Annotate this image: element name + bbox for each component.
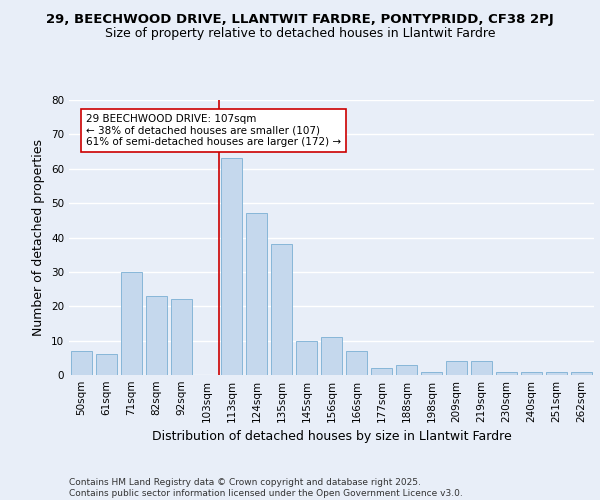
Bar (321, 337, 342, 375)
Text: 29, BEECHWOOD DRIVE, LLANTWIT FARDRE, PONTYPRIDD, CF38 2PJ: 29, BEECHWOOD DRIVE, LLANTWIT FARDRE, PO… (46, 12, 554, 26)
Bar (521, 372, 542, 375)
Text: 29 BEECHWOOD DRIVE: 107sqm
← 38% of detached houses are smaller (107)
61% of sem: 29 BEECHWOOD DRIVE: 107sqm ← 38% of deta… (86, 114, 341, 147)
Bar (146, 296, 167, 375)
Bar (246, 214, 267, 375)
Bar (221, 158, 242, 375)
Bar (471, 361, 492, 375)
Bar (446, 361, 467, 375)
Bar (296, 340, 317, 375)
Bar (121, 272, 142, 375)
Text: Contains HM Land Registry data © Crown copyright and database right 2025.
Contai: Contains HM Land Registry data © Crown c… (69, 478, 463, 498)
Bar (396, 364, 417, 375)
X-axis label: Distribution of detached houses by size in Llantwit Fardre: Distribution of detached houses by size … (152, 430, 511, 444)
Text: Size of property relative to detached houses in Llantwit Fardre: Size of property relative to detached ho… (105, 28, 495, 40)
Bar (546, 372, 567, 375)
Bar (421, 372, 442, 375)
Bar (71, 351, 92, 375)
Bar (171, 300, 192, 375)
Bar (371, 368, 392, 375)
Bar (571, 372, 592, 375)
Bar (496, 372, 517, 375)
Bar (96, 354, 117, 375)
Bar (346, 351, 367, 375)
Y-axis label: Number of detached properties: Number of detached properties (32, 139, 46, 336)
Bar (271, 244, 292, 375)
